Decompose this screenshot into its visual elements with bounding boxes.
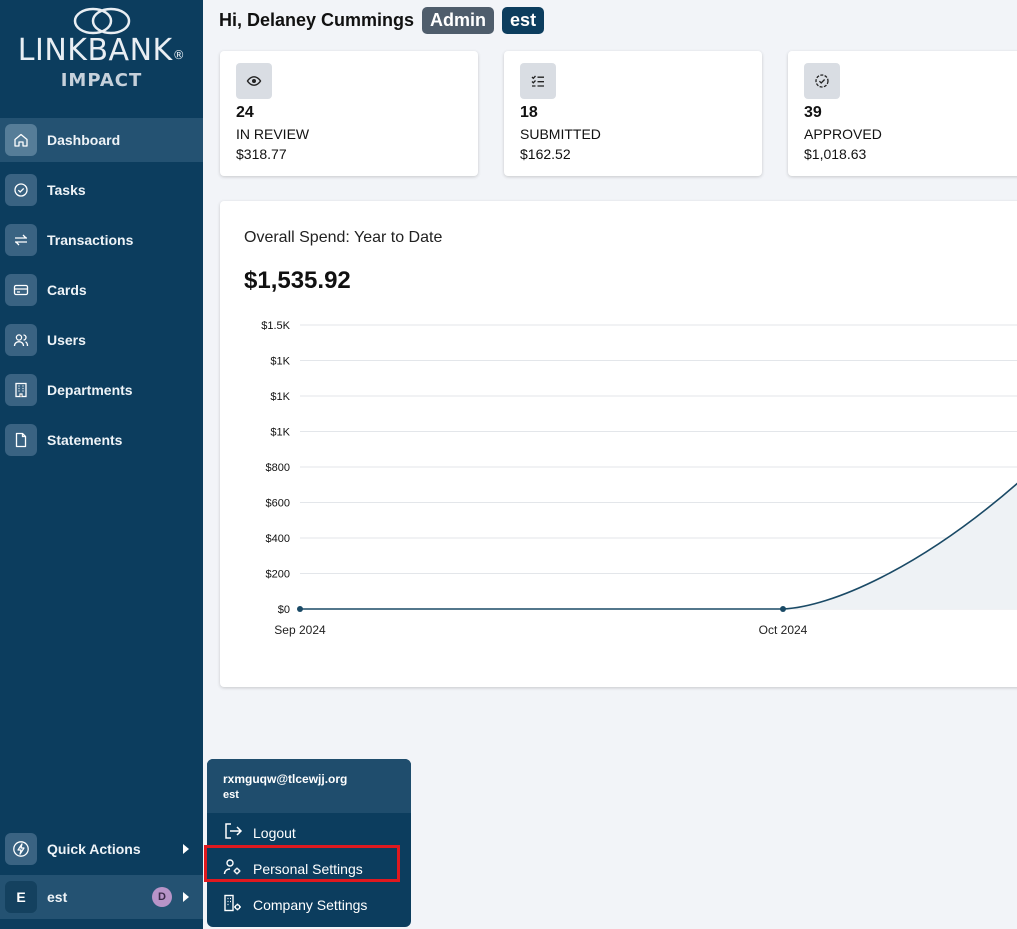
user-org: est	[223, 789, 239, 801]
logout-menu-item[interactable]: Logout	[207, 815, 411, 851]
badge-check-icon	[804, 63, 840, 99]
sidebar-item-departments[interactable]: Departments	[0, 368, 203, 412]
user-menu-button[interactable]: E est D	[0, 875, 203, 919]
user-org-name: est	[47, 889, 68, 905]
building-icon	[5, 374, 37, 406]
y-tick-label: $800	[266, 462, 290, 474]
y-tick-label: $1.5K	[261, 320, 290, 332]
user-popup-menu: rxmguqw@tlcewjj.org est Logout Personal …	[207, 759, 411, 927]
stat-card-approved[interactable]: 39 APPROVED $1,018.63	[788, 51, 1017, 176]
y-tick-label: $200	[266, 569, 290, 581]
stat-amount: $1,018.63	[804, 146, 867, 162]
org-initial: E	[5, 881, 37, 913]
sidebar-item-label: Cards	[47, 282, 87, 298]
stat-label: SUBMITTED	[520, 126, 601, 142]
check-circle-icon	[5, 174, 37, 206]
series-area	[783, 483, 1017, 609]
data-point	[297, 606, 303, 612]
user-gear-icon	[223, 858, 243, 881]
eye-icon	[236, 63, 272, 99]
users-icon	[5, 324, 37, 356]
sidebar-item-label: Users	[47, 332, 86, 348]
y-tick-label: $0	[278, 604, 290, 616]
y-tick-label: $1K	[270, 427, 290, 439]
popup-user-info: rxmguqw@tlcewjj.org est	[207, 759, 411, 813]
sidebar-nav: Dashboard Tasks Transactions Cards Users	[0, 118, 203, 468]
page-header: Hi, Delaney Cummings Admin est	[219, 7, 545, 34]
building-gear-icon	[223, 894, 243, 917]
stat-amount: $318.77	[236, 146, 287, 162]
brand-sub: IMPACT	[60, 70, 143, 91]
menu-item-label: Company Settings	[253, 897, 368, 913]
chart-total: $1,535.92	[244, 267, 351, 294]
y-tick-label: $1K	[270, 356, 290, 368]
chevron-right-icon	[183, 892, 189, 902]
greeting: Hi, Delaney Cummings	[219, 10, 415, 30]
menu-item-label: Logout	[253, 825, 296, 841]
stat-card-submitted[interactable]: 18 SUBMITTED $162.52	[504, 51, 762, 176]
list-check-icon	[520, 63, 556, 99]
stat-count: 39	[804, 104, 822, 121]
x-tick-label: Sep 2024	[274, 623, 326, 637]
chart-title: Overall Spend: Year to Date	[244, 229, 443, 246]
quick-actions-label: Quick Actions	[47, 841, 141, 857]
stat-count: 24	[236, 104, 254, 121]
spend-chart: $0 $200 $400 $600 $800 $1K $1K $1K $1.5K Sep 2024…	[261, 320, 1017, 637]
lightning-icon	[5, 833, 37, 865]
sidebar-item-label: Dashboard	[47, 132, 121, 148]
linkbank-rings-icon	[73, 7, 130, 35]
spend-chart-card: Overall Spend: Year to Date $1,535.92 $0…	[220, 201, 1017, 687]
quick-actions-button[interactable]: Quick Actions	[0, 827, 203, 871]
brand-name: LINKBANK®	[17, 33, 186, 68]
personal-settings-menu-item[interactable]: Personal Settings	[207, 851, 411, 887]
sidebar-item-label: Tasks	[47, 182, 86, 198]
org-badge: est	[502, 7, 545, 34]
stat-label: APPROVED	[804, 126, 882, 142]
avatar: D	[152, 887, 172, 907]
sidebar-item-users[interactable]: Users	[0, 318, 203, 362]
logout-icon	[223, 822, 243, 845]
credit-card-icon	[5, 274, 37, 306]
sidebar-item-label: Transactions	[47, 232, 134, 248]
chevron-right-icon	[183, 844, 189, 854]
document-icon	[5, 424, 37, 456]
highlight-box	[204, 845, 400, 882]
series-line	[782, 482, 1017, 610]
y-tick-label: $600	[266, 498, 290, 510]
sidebar-item-label: Departments	[47, 382, 133, 398]
sidebar-item-dashboard[interactable]: Dashboard	[0, 118, 203, 162]
x-tick-label: Oct 2024	[759, 623, 808, 637]
stat-label: IN REVIEW	[236, 126, 310, 142]
stat-card-in-review[interactable]: 24 IN REVIEW $318.77	[220, 51, 478, 176]
menu-item-label: Personal Settings	[253, 861, 363, 877]
sidebar-item-cards[interactable]: Cards	[0, 268, 203, 312]
data-point	[780, 606, 786, 612]
sidebar-item-transactions[interactable]: Transactions	[0, 218, 203, 262]
home-icon	[5, 124, 37, 156]
sidebar: LINKBANK® IMPACT Dashboard Tasks Transac…	[0, 0, 203, 929]
role-badge: Admin	[422, 7, 495, 34]
sidebar-item-tasks[interactable]: Tasks	[0, 168, 203, 212]
sidebar-item-label: Statements	[47, 432, 123, 448]
sidebar-item-statements[interactable]: Statements	[0, 418, 203, 462]
company-settings-menu-item[interactable]: Company Settings	[207, 887, 411, 923]
brand-logo[interactable]: LINKBANK® IMPACT	[0, 6, 203, 91]
arrows-swap-icon	[5, 224, 37, 256]
stat-count: 18	[520, 104, 538, 121]
stat-amount: $162.52	[520, 146, 571, 162]
y-tick-label: $1K	[270, 391, 290, 403]
user-email: rxmguqw@tlcewjj.org	[223, 772, 348, 786]
y-tick-label: $400	[266, 533, 290, 545]
